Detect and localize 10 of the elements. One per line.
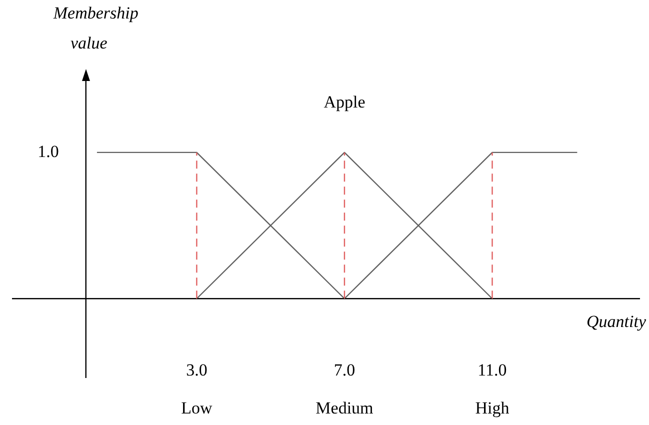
- annotation: 1.0: [38, 142, 59, 161]
- x-axis-title: Quantity: [586, 312, 646, 332]
- chart-title: Apple: [324, 92, 366, 112]
- x-tick-label: 3.0: [186, 360, 208, 380]
- x-tick-label: 11.0: [478, 360, 507, 380]
- x-tick-label: 7.0: [334, 360, 356, 380]
- text: Medium: [316, 398, 374, 418]
- text: High: [475, 398, 510, 418]
- text: Low: [181, 398, 214, 418]
- text: Membership value: [52, 3, 138, 52]
